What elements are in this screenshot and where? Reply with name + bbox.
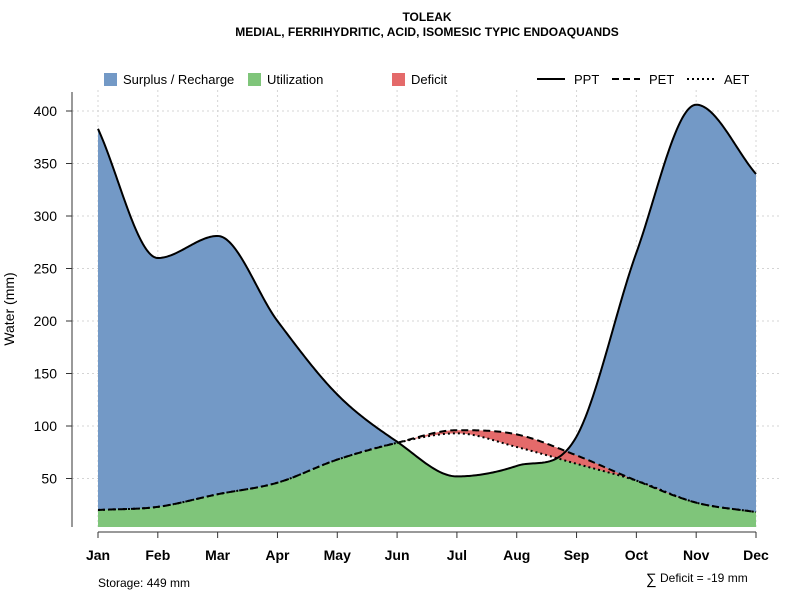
x-tick-label: Apr: [265, 547, 290, 563]
y-tick-label: 150: [34, 366, 58, 382]
area-surplus-recharge: [98, 104, 756, 527]
legend-label-deficit: Deficit: [411, 72, 448, 87]
y-tick-label: 250: [34, 261, 58, 277]
y-axis-label: Water (mm): [1, 272, 17, 345]
x-tick-label: Feb: [145, 547, 170, 563]
series-lines: [97, 103, 757, 514]
storage-note: Storage: 449 mm: [98, 576, 190, 590]
y-tick-label: 300: [34, 208, 58, 224]
x-tick-label: Aug: [503, 547, 530, 563]
y-tick-label: 400: [34, 103, 58, 119]
legend-label-pet: PET: [649, 72, 674, 87]
legend-swatch-surplus: [104, 73, 117, 86]
y-tick-label: 350: [34, 156, 58, 172]
x-tick-label: Mar: [205, 547, 230, 563]
x-tick-label: May: [324, 547, 351, 563]
chart-subtitle: MEDIAL, FERRIHYDRITIC, ACID, ISOMESIC TY…: [235, 25, 619, 39]
legend-label-utilization: Utilization: [267, 72, 323, 87]
deficit-sum-symbol: ∑: [646, 571, 657, 588]
x-tick-label: Oct: [625, 547, 649, 563]
x-tick-label: Jul: [447, 547, 467, 563]
x-tick-label: Dec: [743, 547, 769, 563]
areas: [98, 104, 756, 527]
chart-title: TOLEAK: [402, 10, 451, 24]
legend-swatch-utilization: [248, 73, 261, 86]
y-tick-label: 100: [34, 418, 58, 434]
legend-swatch-deficit: [392, 73, 405, 86]
legend-label-aet: AET: [724, 72, 749, 87]
axes: 50 100 150 200 250 300 350 400 Jan Feb Mar Apr May Ju…: [34, 92, 769, 563]
x-tick-label: Jan: [86, 547, 110, 563]
legend-label-ppt: PPT: [574, 72, 599, 87]
y-tick-label: 50: [41, 471, 57, 487]
line-aet: [97, 432, 757, 514]
deficit-note: Deficit = -19 mm: [660, 571, 748, 585]
legend: Surplus / Recharge Utilization Deficit P…: [104, 72, 749, 87]
x-tick-label: Nov: [683, 547, 710, 563]
x-tick-label: Sep: [564, 547, 590, 563]
line-ppt: [97, 103, 757, 478]
x-tick-label: Jun: [385, 547, 410, 563]
y-tick-label: 200: [34, 313, 58, 329]
legend-label-surplus: Surplus / Recharge: [123, 72, 234, 87]
